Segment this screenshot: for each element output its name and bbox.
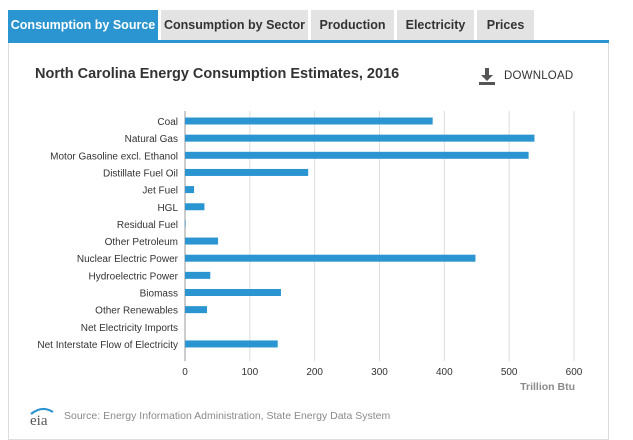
bar bbox=[185, 340, 278, 348]
bar bbox=[185, 271, 211, 279]
x-tick-label: 600 bbox=[566, 367, 583, 378]
bar bbox=[185, 117, 433, 125]
chart-title: North Carolina Energy Consumption Estima… bbox=[35, 66, 400, 82]
category-label: Biomass bbox=[140, 289, 178, 300]
category-label: Hydroelectric Power bbox=[89, 271, 179, 282]
download-button[interactable]: DOWNLOAD bbox=[478, 67, 573, 85]
tab-electricity[interactable]: Electricity bbox=[397, 10, 474, 40]
tab-consumption-by-source[interactable]: Consumption by Source bbox=[8, 10, 158, 40]
x-tick-label: 400 bbox=[436, 367, 453, 378]
bar-chart: 0 100 200 300 400 500 600 Trillion Btu Coal Natur… bbox=[37, 111, 583, 393]
bar bbox=[185, 237, 219, 245]
category-label: Nuclear Electric Power bbox=[77, 254, 179, 265]
svg-text:eia: eia bbox=[30, 413, 48, 427]
category-label: Coal bbox=[157, 117, 178, 128]
tab-prices[interactable]: Prices bbox=[477, 10, 534, 40]
bar bbox=[185, 254, 476, 262]
download-label: DOWNLOAD bbox=[504, 70, 574, 82]
bar bbox=[185, 203, 205, 211]
x-tick-label: 500 bbox=[501, 367, 518, 378]
category-label: Motor Gasoline excl. Ethanol bbox=[50, 151, 178, 162]
category-label: HGL bbox=[157, 203, 178, 214]
bar bbox=[185, 151, 529, 159]
category-label: Natural Gas bbox=[125, 134, 178, 145]
bar bbox=[185, 306, 208, 314]
source-note: Source: Energy Information Administratio… bbox=[64, 410, 391, 422]
x-tick-label: 200 bbox=[306, 367, 323, 378]
category-label: Net Interstate Flow of Electricity bbox=[37, 340, 178, 351]
x-tick-label: 0 bbox=[182, 367, 188, 378]
eia-logo: eia bbox=[30, 407, 54, 427]
bar bbox=[185, 289, 281, 296]
category-label: Distillate Fuel Oil bbox=[103, 168, 178, 179]
category-label: Other Renewables bbox=[95, 306, 178, 317]
download-icon bbox=[479, 68, 495, 85]
bar bbox=[185, 220, 186, 228]
bar bbox=[185, 186, 195, 194]
category-label: Jet Fuel bbox=[142, 186, 178, 197]
tab-bar: Consumption by Source Consumption by Sec… bbox=[8, 10, 537, 40]
x-axis-label: Trillion Btu bbox=[520, 381, 575, 393]
bar bbox=[185, 168, 309, 176]
tab-production[interactable]: Production bbox=[311, 10, 394, 40]
tab-consumption-by-sector[interactable]: Consumption by Sector bbox=[161, 10, 308, 40]
bar bbox=[185, 134, 535, 142]
category-label: Net Electricity Imports bbox=[81, 323, 178, 334]
x-tick-label: 300 bbox=[371, 367, 388, 378]
x-tick-label: 100 bbox=[241, 367, 258, 378]
tab-underline bbox=[8, 40, 609, 43]
category-label: Residual Fuel bbox=[117, 220, 178, 231]
category-label: Other Petroleum bbox=[105, 237, 178, 248]
